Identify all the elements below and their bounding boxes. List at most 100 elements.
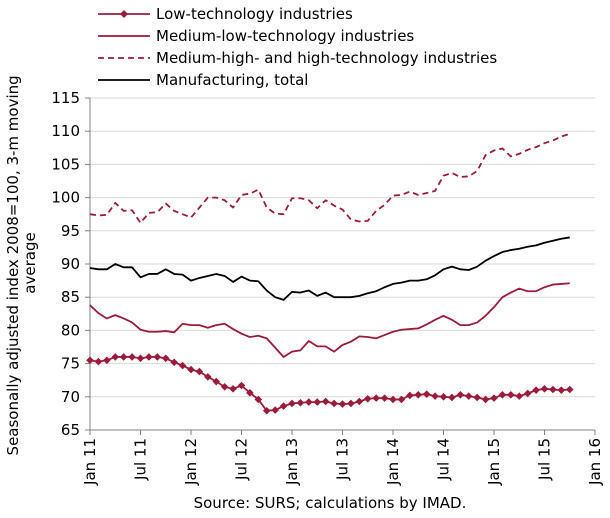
data-point-marker bbox=[119, 353, 128, 361]
y-axis-ticks: 65 70 75 80 85 90 95 100 105 110 115 bbox=[51, 89, 90, 439]
y-tick-label: 80 bbox=[61, 321, 80, 339]
y-axis-title: Seasonally adjusted index 2008=100, 3-m … bbox=[4, 71, 39, 456]
y-tick-label: 70 bbox=[61, 388, 80, 406]
data-point-marker bbox=[262, 406, 271, 415]
data-point-marker bbox=[178, 361, 187, 370]
data-point-marker bbox=[372, 394, 380, 402]
data-point-marker bbox=[305, 398, 313, 406]
data-point-marker bbox=[414, 391, 423, 399]
x-axis-ticks: Jan 11 Jul 11 Jan 12 Jul 12 Jan 13 Jul 13 Jan … bbox=[81, 430, 604, 486]
data-point-marker bbox=[363, 394, 372, 403]
data-point-marker bbox=[389, 395, 397, 404]
y-tick-label: 85 bbox=[61, 288, 80, 306]
x-tick-label: Jan 12 bbox=[182, 438, 200, 486]
data-point-marker bbox=[86, 356, 94, 365]
data-point-marker bbox=[422, 390, 431, 398]
y-tick-label: 105 bbox=[51, 155, 80, 173]
x-tick-label: Jan 14 bbox=[384, 438, 402, 486]
data-point-marker bbox=[254, 395, 263, 404]
x-tick-label: Jul 12 bbox=[233, 438, 251, 481]
series-line-4 bbox=[89, 236, 570, 301]
data-point-marker bbox=[103, 356, 111, 365]
data-point-marker bbox=[532, 386, 540, 394]
data-point-marker bbox=[313, 398, 322, 406]
data-point-marker bbox=[439, 393, 448, 401]
data-point-marker bbox=[431, 392, 439, 400]
data-point-marker bbox=[220, 383, 229, 391]
x-tick-label: Jul 14 bbox=[435, 438, 453, 481]
series-markers bbox=[86, 353, 574, 415]
data-point-marker bbox=[204, 373, 212, 381]
series-layer bbox=[86, 133, 574, 415]
data-point-marker bbox=[145, 353, 153, 361]
data-point-marker bbox=[212, 377, 221, 386]
data-point-marker bbox=[473, 393, 481, 402]
legend-label-3: Medium-high- and high-technology industr… bbox=[156, 49, 497, 67]
data-point-marker bbox=[355, 397, 364, 406]
data-point-marker bbox=[448, 393, 456, 402]
data-point-marker bbox=[406, 391, 414, 400]
data-point-marker bbox=[187, 365, 195, 374]
source-note: Source: SURS; calculations by IMAD. bbox=[194, 494, 467, 512]
data-point-marker bbox=[507, 391, 515, 399]
data-point-marker bbox=[296, 398, 305, 407]
data-point-marker bbox=[549, 385, 557, 394]
data-point-marker bbox=[229, 385, 237, 393]
data-point-marker bbox=[170, 358, 178, 367]
gridlines bbox=[90, 97, 595, 431]
data-point-marker bbox=[321, 397, 330, 406]
data-point-marker bbox=[111, 353, 120, 361]
series-line-2 bbox=[89, 282, 570, 358]
x-tick-label: Jan 11 bbox=[81, 438, 99, 486]
y-tick-label: 115 bbox=[51, 89, 80, 107]
data-point-marker bbox=[288, 399, 296, 408]
legend-marker bbox=[120, 10, 128, 18]
data-point-marker bbox=[279, 402, 288, 410]
data-point-marker bbox=[94, 357, 103, 366]
y-tick-label: 95 bbox=[61, 222, 80, 240]
data-point-marker bbox=[481, 395, 490, 404]
x-tick-label: Jan 13 bbox=[283, 438, 301, 486]
y-tick-label: 65 bbox=[61, 421, 80, 439]
data-point-marker bbox=[271, 406, 279, 414]
data-point-marker bbox=[498, 391, 507, 399]
data-point-marker bbox=[136, 354, 145, 363]
data-point-marker bbox=[490, 394, 498, 402]
data-point-marker bbox=[237, 381, 246, 390]
legend-label-4: Manufacturing, total bbox=[156, 71, 308, 89]
data-point-marker bbox=[195, 367, 204, 376]
data-point-marker bbox=[338, 400, 347, 408]
data-point-marker bbox=[515, 392, 524, 400]
legend-label-2: Medium-low-technology industries bbox=[156, 27, 414, 45]
legend-label-1: Low-technology industries bbox=[156, 5, 353, 23]
y-tick-label: 110 bbox=[51, 122, 80, 140]
data-point-marker bbox=[330, 399, 338, 408]
x-tick-label: Jan 16 bbox=[586, 438, 604, 486]
y-axis-title-line-2: average bbox=[21, 232, 39, 293]
x-tick-label: Jan 15 bbox=[485, 438, 503, 486]
data-point-marker bbox=[565, 385, 574, 394]
data-point-marker bbox=[397, 395, 406, 404]
data-point-marker bbox=[456, 391, 465, 399]
data-point-marker bbox=[464, 392, 473, 400]
series-line-3 bbox=[89, 133, 571, 224]
x-tick-label: Jul 15 bbox=[536, 438, 554, 481]
data-point-marker bbox=[246, 389, 254, 397]
legend: Low-technology industries Medium-low-tech… bbox=[98, 5, 497, 89]
x-tick-label: Jul 11 bbox=[132, 438, 150, 481]
series-line-1 bbox=[89, 356, 570, 412]
y-tick-label: 100 bbox=[51, 189, 80, 207]
data-point-marker bbox=[128, 353, 136, 361]
x-tick-label: Jul 13 bbox=[334, 438, 352, 481]
data-point-marker bbox=[540, 385, 549, 393]
data-point-marker bbox=[161, 354, 170, 363]
data-point-marker bbox=[523, 389, 532, 398]
y-tick-label: 75 bbox=[61, 355, 80, 373]
data-point-marker bbox=[380, 394, 389, 402]
data-point-marker bbox=[557, 386, 566, 394]
y-axis-title-line-1: Seasonally adjusted index 2008=100, 3-m … bbox=[4, 75, 22, 455]
y-tick-label: 90 bbox=[61, 255, 80, 273]
data-point-marker bbox=[153, 353, 162, 361]
data-point-marker bbox=[347, 399, 355, 408]
